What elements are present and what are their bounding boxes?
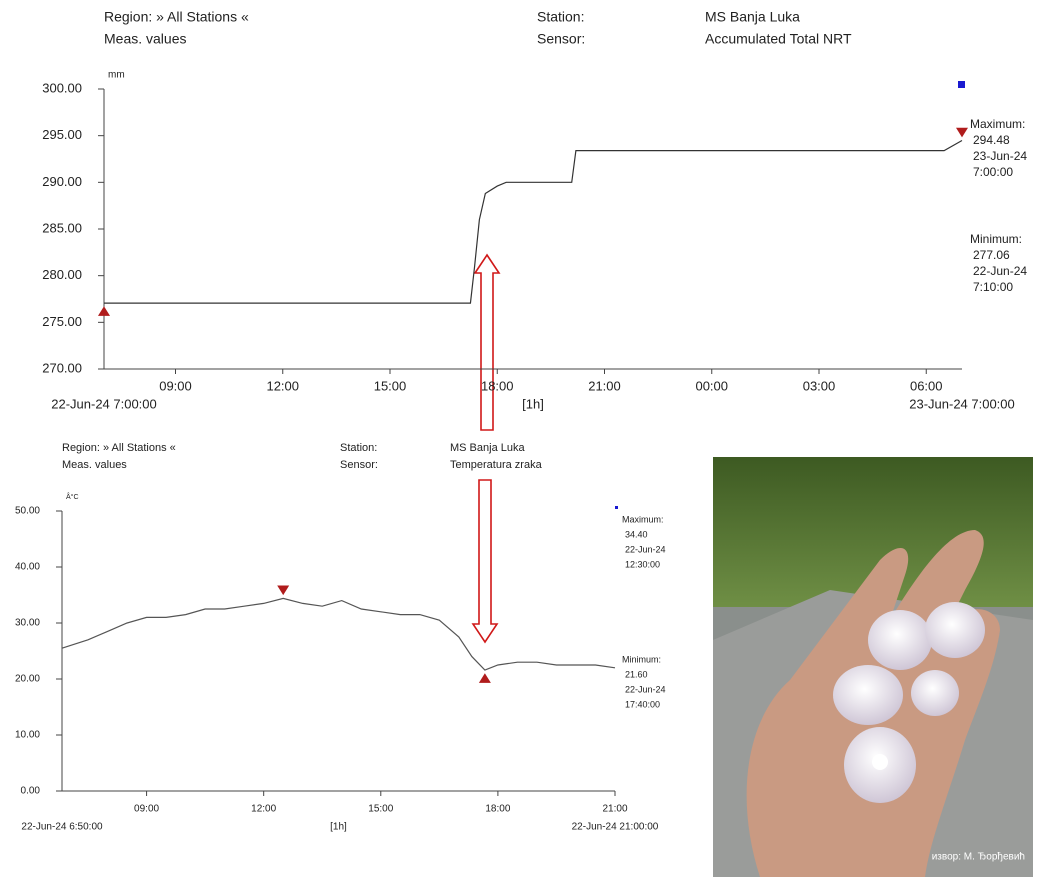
header-text: Region: » All Stations « xyxy=(62,442,176,454)
header-text: Sensor: xyxy=(340,459,378,471)
header-text: Meas. values xyxy=(62,459,127,471)
extreme-marker xyxy=(98,306,110,316)
data-line xyxy=(61,597,616,671)
x-start-label: 22-Jun-24 7:00:00 xyxy=(51,396,157,411)
x-axis-label: [1h] xyxy=(522,396,544,411)
y-tick-label: 20.00 xyxy=(15,674,40,685)
extreme-marker xyxy=(956,127,968,138)
x-end-label: 23-Jun-24 7:00:00 xyxy=(909,396,1015,411)
y-tick-label: 280.00 xyxy=(42,267,82,282)
y-tick-label: 300.00 xyxy=(42,80,82,95)
header-text: MS Banja Luka xyxy=(705,9,800,25)
y-tick-label: 275.00 xyxy=(42,314,82,329)
x-tick-label: 21:00 xyxy=(588,378,621,393)
y-tick-label: 0.00 xyxy=(21,786,41,797)
x-tick-label: 18:00 xyxy=(485,804,510,815)
x-end-label: 22-Jun-24 21:00:00 xyxy=(572,822,659,833)
y-unit: mm xyxy=(108,70,125,81)
header-text: Accumulated Total NRT xyxy=(705,31,852,47)
x-tick-label: 12:00 xyxy=(266,378,299,393)
annotation-date: 23-Jun-24 xyxy=(973,149,1027,163)
y-tick-label: 30.00 xyxy=(15,618,40,629)
arrow xyxy=(471,479,499,644)
annotation-time: 17:40:00 xyxy=(625,699,660,709)
y-tick-label: 50.00 xyxy=(15,506,40,517)
annotation-label: Maximum: xyxy=(970,117,1025,131)
arrows xyxy=(471,253,501,644)
arrow xyxy=(473,253,501,431)
data-line xyxy=(104,139,963,304)
x-tick-label: 21:00 xyxy=(602,804,627,815)
annotation-label: Maximum: xyxy=(622,514,664,524)
x-start-label: 22-Jun-24 6:50:00 xyxy=(21,822,103,833)
y-unit: Â°C xyxy=(66,492,79,501)
annotation-value: 294.48 xyxy=(973,133,1010,147)
extreme-marker xyxy=(478,673,491,683)
header-text: Meas. values xyxy=(104,31,186,47)
annotation-label: Minimum: xyxy=(622,654,661,664)
annotation-value: 277.06 xyxy=(973,248,1010,262)
annotation-time: 7:00:00 xyxy=(973,165,1013,179)
extreme-marker xyxy=(277,585,290,596)
annotation-date: 22-Jun-24 xyxy=(625,544,666,554)
x-tick-label: 09:00 xyxy=(159,378,192,393)
x-tick-label: 06:00 xyxy=(910,378,943,393)
header-text: Station: xyxy=(340,442,377,454)
annotation-value: 21.60 xyxy=(625,669,648,679)
y-tick-label: 10.00 xyxy=(15,730,40,741)
x-axis-label: [1h] xyxy=(330,822,347,833)
y-tick-label: 270.00 xyxy=(42,360,82,375)
legend-marker xyxy=(615,506,618,509)
x-tick-label: 18:00 xyxy=(481,378,514,393)
header-text: Temperatura zraka xyxy=(450,459,543,471)
x-tick-label: 00:00 xyxy=(695,378,728,393)
y-tick-label: 40.00 xyxy=(15,562,40,573)
y-tick-label: 285.00 xyxy=(42,220,82,235)
annotation-date: 22-Jun-24 xyxy=(973,264,1027,278)
annotation-label: Minimum: xyxy=(970,232,1022,246)
x-tick-label: 09:00 xyxy=(134,804,159,815)
y-tick-label: 290.00 xyxy=(42,174,82,189)
header-text: Region: » All Stations « xyxy=(104,9,249,25)
annotation-time: 7:10:00 xyxy=(973,280,1013,294)
header-text: Station: xyxy=(537,9,584,25)
x-tick-label: 15:00 xyxy=(374,378,407,393)
y-tick-label: 295.00 xyxy=(42,127,82,142)
annotation-time: 12:30:00 xyxy=(625,559,660,569)
header-text: MS Banja Luka xyxy=(450,442,525,454)
x-tick-label: 03:00 xyxy=(803,378,836,393)
x-tick-label: 12:00 xyxy=(251,804,276,815)
annotation-date: 22-Jun-24 xyxy=(625,684,666,694)
legend-marker xyxy=(958,81,965,88)
annotation-value: 34.40 xyxy=(625,529,648,539)
header-text: Sensor: xyxy=(537,31,585,47)
photo: извор: М. Ђорђевић xyxy=(713,457,1033,877)
x-tick-label: 15:00 xyxy=(368,804,393,815)
photo-credit: извор: М. Ђорђевић xyxy=(932,851,1025,863)
